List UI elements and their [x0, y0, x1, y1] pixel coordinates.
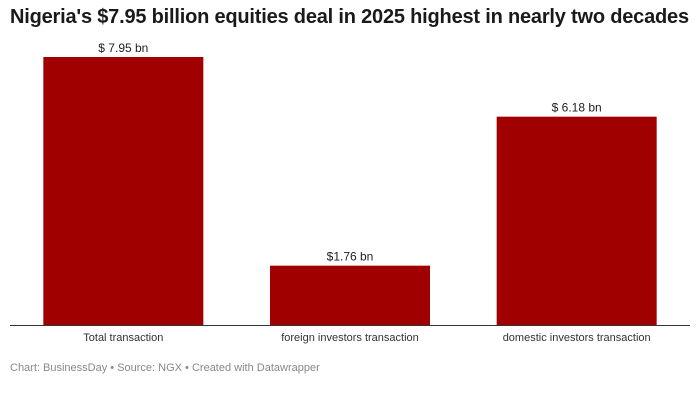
created-with: Created with Datawrapper — [191, 362, 320, 374]
chart-area: $ 7.95 bn Total transaction $1.76 bn foreig… — [0, 36, 700, 356]
x-tick-label-1: Total transaction — [83, 332, 163, 344]
bar-1 — [43, 57, 204, 325]
bar-chart: $ 7.95 bn Total transaction $1.76 bn foreig… — [10, 41, 690, 344]
footer-separator: • — [107, 362, 118, 374]
data-label-2: $1.76 bn — [327, 250, 374, 264]
chart-footer: Chart: BusinessDay • Source: NGX • Creat… — [10, 362, 320, 374]
chart-source: Source: NGX — [117, 362, 182, 374]
x-tick-label-3: domestic investors transaction — [503, 332, 651, 344]
data-label-3: $ 6.18 bn — [552, 101, 602, 115]
footer-separator: • — [182, 362, 192, 374]
bar-3 — [496, 116, 657, 325]
x-tick-label-2: foreign investors transaction — [281, 332, 419, 344]
data-label-1: $ 7.95 bn — [98, 41, 148, 55]
chart-title: Nigeria's $7.95 billion equities deal in… — [10, 6, 689, 28]
bar-2 — [270, 265, 430, 325]
chart-credit: Chart: BusinessDay — [10, 362, 108, 374]
